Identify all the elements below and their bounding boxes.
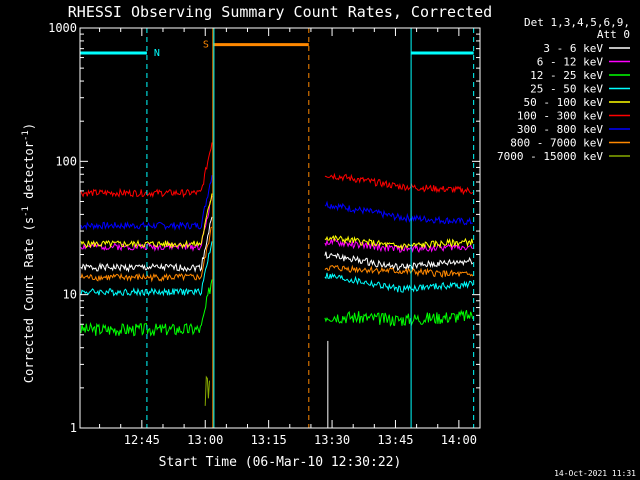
- legend-label: 100 - 300 keV: [517, 110, 603, 123]
- legend-label: 12 - 25 keV: [530, 69, 603, 82]
- series-line: [80, 195, 213, 252]
- flag-label: N: [154, 48, 160, 59]
- legend-label: 3 - 6 keV: [543, 42, 603, 55]
- series-line: [324, 200, 473, 226]
- timestamp: 14-Oct-2021 11:31: [554, 469, 636, 478]
- legend-label: 25 - 50 keV: [530, 83, 603, 96]
- legend-label: 6 - 12 keV: [537, 56, 604, 69]
- y-tick-label: 100: [55, 154, 77, 168]
- x-tick-label: 13:00: [187, 433, 223, 447]
- legend-header: Det 1,3,4,5,6,9,: [524, 16, 630, 29]
- plot-area: NS: [80, 28, 475, 428]
- series-line: [324, 251, 474, 272]
- y-tick-label: 10: [63, 288, 77, 302]
- series-line: [324, 272, 474, 293]
- series-line: [80, 216, 213, 273]
- legend-label: 800 - 7000 keV: [510, 137, 603, 150]
- series-line: [80, 226, 213, 283]
- x-tick-label: 13:45: [377, 433, 413, 447]
- x-tick-label: 12:45: [124, 433, 160, 447]
- series-line: [80, 193, 213, 249]
- x-tick-label: 13:30: [314, 433, 350, 447]
- legend-label: 7000 - 15000 keV: [497, 150, 603, 163]
- series-line: [324, 172, 474, 196]
- flag-label: S: [203, 40, 209, 51]
- plot-frame: [79, 27, 481, 429]
- y-tick-label: 1: [70, 421, 77, 435]
- series-line: [324, 235, 474, 251]
- axes: 1 10 100 1000 12:45 13:00 13:15 13:30 13:45 14:00: [48, 21, 481, 447]
- legend-label: 50 - 100 keV: [524, 96, 604, 109]
- series-line: [324, 264, 474, 278]
- y-tick-label: 1000: [48, 21, 77, 35]
- series-line: [80, 175, 213, 231]
- series-line: [80, 142, 213, 199]
- svg-text:Corrected Count Rate (s-1 dete: Corrected Count Rate (s-1 detector-1): [21, 123, 36, 383]
- series-line: [324, 309, 474, 327]
- x-tick-label: 14:00: [441, 433, 477, 447]
- series-line: [204, 375, 210, 406]
- x-tick-label: 13:15: [251, 433, 287, 447]
- x-axis-label: Start Time (06-Mar-10 12:30:22): [159, 455, 402, 470]
- legend-label: 300 - 800 keV: [517, 123, 603, 136]
- y-axis-label: Corrected Count Rate (s-1 detector-1): [21, 123, 36, 383]
- series-line: [80, 279, 213, 337]
- chart-title: RHESSI Observing Summary Count Rates, Co…: [68, 3, 492, 21]
- legend-header: Att 0: [597, 28, 630, 41]
